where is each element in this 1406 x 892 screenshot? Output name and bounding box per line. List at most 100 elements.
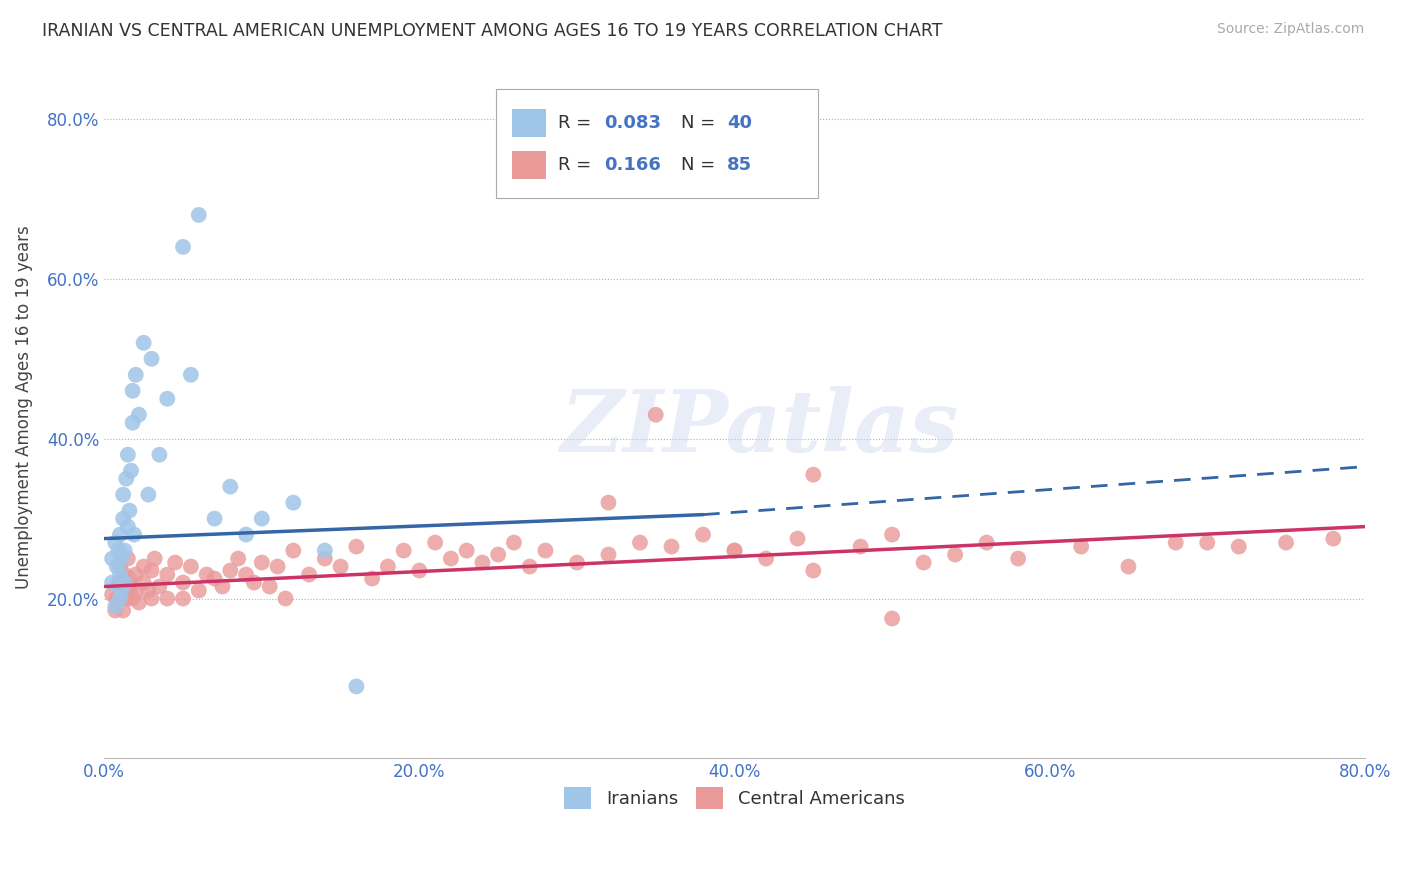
Point [105,591,128,606]
Text: N =: N = [681,156,720,174]
Point [110,591,132,606]
Text: R =: R = [558,156,598,174]
Point [104,599,127,614]
Point [471,556,494,570]
Point [329,559,352,574]
Point [1322,532,1344,546]
Point [172,240,194,254]
Point [283,495,305,509]
Point [125,567,148,582]
Point [114,575,136,590]
Text: 0.083: 0.083 [605,114,662,132]
Point [298,567,321,582]
Point [120,580,142,594]
Point [120,464,142,478]
Point [408,564,430,578]
Point [104,535,127,549]
Point [101,575,124,590]
Point [172,591,194,606]
Point [692,527,714,541]
Point [138,488,160,502]
Point [235,527,257,541]
Point [148,580,170,594]
Point [180,368,202,382]
Point [755,551,778,566]
Point [423,535,446,549]
Text: 40: 40 [727,114,752,132]
Point [1275,535,1298,549]
Text: 85: 85 [727,156,752,174]
Point [110,583,132,598]
Point [107,575,129,590]
Point [108,559,131,574]
Point [1070,540,1092,554]
Point [156,591,179,606]
Point [121,384,143,398]
Point [132,575,155,590]
Point [195,567,218,582]
Point [598,548,620,562]
Point [104,603,127,617]
Point [121,591,143,606]
Point [361,572,384,586]
Point [314,551,336,566]
Point [259,580,281,594]
Point [440,551,463,566]
Point [108,527,131,541]
Point [723,543,745,558]
Point [456,543,478,558]
Point [128,408,150,422]
Point [141,351,163,366]
Point [125,583,148,598]
Point [344,540,367,554]
Point [943,548,966,562]
Point [105,559,128,574]
Point [138,583,160,598]
Point [118,572,141,586]
Point [117,519,139,533]
Point [101,588,124,602]
Point [121,416,143,430]
Point [1118,559,1140,574]
Point [148,448,170,462]
Point [801,467,824,482]
Point [117,448,139,462]
Point [117,551,139,566]
Point [125,368,148,382]
Point [156,392,179,406]
Point [519,559,541,574]
Point [204,511,226,525]
Point [115,591,138,606]
Point [132,559,155,574]
Point [250,556,273,570]
Point [880,527,903,541]
Point [503,535,526,549]
Point [101,551,124,566]
Point [377,559,399,574]
Point [1164,535,1187,549]
Point [912,556,935,570]
Point [112,488,135,502]
Point [801,564,824,578]
Point [250,511,273,525]
Point [180,559,202,574]
Point [141,591,163,606]
Point [187,583,209,598]
Point [141,564,163,578]
Point [243,575,266,590]
Point [114,567,136,582]
Point [108,575,131,590]
Text: R =: R = [558,114,598,132]
Point [112,603,135,617]
Point [226,551,249,566]
Point [1007,551,1029,566]
Point [235,567,257,582]
Text: ZIPatlas: ZIPatlas [561,386,959,469]
Point [644,408,666,422]
Point [132,335,155,350]
Point [117,583,139,598]
Point [598,495,620,509]
Point [880,611,903,625]
Point [283,543,305,558]
Point [115,472,138,486]
